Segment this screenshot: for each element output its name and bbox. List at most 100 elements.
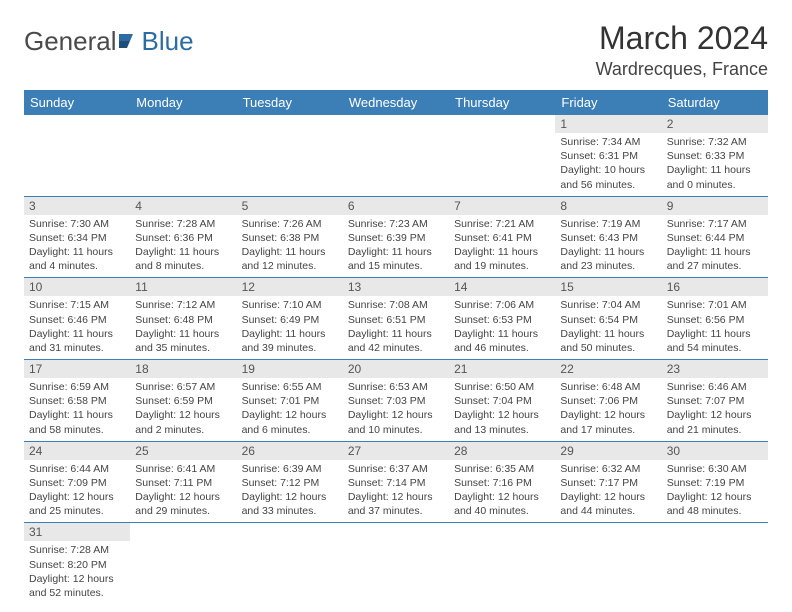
day-details: Sunrise: 6:35 AMSunset: 7:16 PMDaylight:… bbox=[449, 460, 555, 523]
day-number: 10 bbox=[24, 278, 130, 296]
calendar-cell bbox=[449, 115, 555, 196]
calendar-cell: 13Sunrise: 7:08 AMSunset: 6:51 PMDayligh… bbox=[343, 278, 449, 360]
day-number: 28 bbox=[449, 442, 555, 460]
calendar-row: 24Sunrise: 6:44 AMSunset: 7:09 PMDayligh… bbox=[24, 441, 768, 523]
col-wednesday: Wednesday bbox=[343, 90, 449, 115]
day-number: 7 bbox=[449, 197, 555, 215]
calendar-cell: 24Sunrise: 6:44 AMSunset: 7:09 PMDayligh… bbox=[24, 441, 130, 523]
day-details: Sunrise: 7:34 AMSunset: 6:31 PMDaylight:… bbox=[555, 133, 661, 196]
col-saturday: Saturday bbox=[662, 90, 768, 115]
day-number: 16 bbox=[662, 278, 768, 296]
day-number: 12 bbox=[237, 278, 343, 296]
calendar-cell: 16Sunrise: 7:01 AMSunset: 6:56 PMDayligh… bbox=[662, 278, 768, 360]
day-number: 22 bbox=[555, 360, 661, 378]
day-number: 8 bbox=[555, 197, 661, 215]
title-block: March 2024 Wardrecques, France bbox=[596, 20, 768, 80]
calendar-cell: 10Sunrise: 7:15 AMSunset: 6:46 PMDayligh… bbox=[24, 278, 130, 360]
day-details: Sunrise: 7:30 AMSunset: 6:34 PMDaylight:… bbox=[24, 215, 130, 278]
calendar-cell: 21Sunrise: 6:50 AMSunset: 7:04 PMDayligh… bbox=[449, 360, 555, 442]
day-details: Sunrise: 6:57 AMSunset: 6:59 PMDaylight:… bbox=[130, 378, 236, 441]
flag-icon bbox=[119, 26, 141, 57]
calendar-cell: 31Sunrise: 7:28 AMSunset: 8:20 PMDayligh… bbox=[24, 523, 130, 604]
calendar-cell: 23Sunrise: 6:46 AMSunset: 7:07 PMDayligh… bbox=[662, 360, 768, 442]
day-details: Sunrise: 6:46 AMSunset: 7:07 PMDaylight:… bbox=[662, 378, 768, 441]
day-details: Sunrise: 7:28 AMSunset: 6:36 PMDaylight:… bbox=[130, 215, 236, 278]
calendar-cell: 14Sunrise: 7:06 AMSunset: 6:53 PMDayligh… bbox=[449, 278, 555, 360]
day-number: 21 bbox=[449, 360, 555, 378]
day-number: 17 bbox=[24, 360, 130, 378]
calendar-row: 17Sunrise: 6:59 AMSunset: 6:58 PMDayligh… bbox=[24, 360, 768, 442]
day-details: Sunrise: 7:10 AMSunset: 6:49 PMDaylight:… bbox=[237, 296, 343, 359]
calendar-cell: 28Sunrise: 6:35 AMSunset: 7:16 PMDayligh… bbox=[449, 441, 555, 523]
day-details: Sunrise: 7:17 AMSunset: 6:44 PMDaylight:… bbox=[662, 215, 768, 278]
day-details: Sunrise: 6:39 AMSunset: 7:12 PMDaylight:… bbox=[237, 460, 343, 523]
day-details: Sunrise: 7:23 AMSunset: 6:39 PMDaylight:… bbox=[343, 215, 449, 278]
calendar-cell: 3Sunrise: 7:30 AMSunset: 6:34 PMDaylight… bbox=[24, 196, 130, 278]
day-number: 30 bbox=[662, 442, 768, 460]
calendar-row: 3Sunrise: 7:30 AMSunset: 6:34 PMDaylight… bbox=[24, 196, 768, 278]
location: Wardrecques, France bbox=[596, 59, 768, 80]
header-row: Sunday Monday Tuesday Wednesday Thursday… bbox=[24, 90, 768, 115]
day-number: 1 bbox=[555, 115, 661, 133]
calendar-cell: 18Sunrise: 6:57 AMSunset: 6:59 PMDayligh… bbox=[130, 360, 236, 442]
calendar-cell: 29Sunrise: 6:32 AMSunset: 7:17 PMDayligh… bbox=[555, 441, 661, 523]
calendar-cell bbox=[343, 115, 449, 196]
day-details: Sunrise: 6:44 AMSunset: 7:09 PMDaylight:… bbox=[24, 460, 130, 523]
day-number: 5 bbox=[237, 197, 343, 215]
calendar-cell bbox=[555, 523, 661, 604]
calendar-cell: 30Sunrise: 6:30 AMSunset: 7:19 PMDayligh… bbox=[662, 441, 768, 523]
calendar-cell: 19Sunrise: 6:55 AMSunset: 7:01 PMDayligh… bbox=[237, 360, 343, 442]
day-details: Sunrise: 6:55 AMSunset: 7:01 PMDaylight:… bbox=[237, 378, 343, 441]
calendar-cell: 6Sunrise: 7:23 AMSunset: 6:39 PMDaylight… bbox=[343, 196, 449, 278]
day-number: 9 bbox=[662, 197, 768, 215]
day-details: Sunrise: 7:21 AMSunset: 6:41 PMDaylight:… bbox=[449, 215, 555, 278]
calendar-cell: 22Sunrise: 6:48 AMSunset: 7:06 PMDayligh… bbox=[555, 360, 661, 442]
header: General Blue March 2024 Wardrecques, Fra… bbox=[24, 20, 768, 80]
day-number: 20 bbox=[343, 360, 449, 378]
logo: General Blue bbox=[24, 20, 194, 57]
col-monday: Monday bbox=[130, 90, 236, 115]
day-details: Sunrise: 6:41 AMSunset: 7:11 PMDaylight:… bbox=[130, 460, 236, 523]
calendar-cell bbox=[449, 523, 555, 604]
day-details: Sunrise: 6:30 AMSunset: 7:19 PMDaylight:… bbox=[662, 460, 768, 523]
calendar-table: Sunday Monday Tuesday Wednesday Thursday… bbox=[24, 90, 768, 604]
day-details: Sunrise: 7:04 AMSunset: 6:54 PMDaylight:… bbox=[555, 296, 661, 359]
calendar-cell: 2Sunrise: 7:32 AMSunset: 6:33 PMDaylight… bbox=[662, 115, 768, 196]
day-number: 11 bbox=[130, 278, 236, 296]
calendar-cell: 15Sunrise: 7:04 AMSunset: 6:54 PMDayligh… bbox=[555, 278, 661, 360]
col-tuesday: Tuesday bbox=[237, 90, 343, 115]
col-sunday: Sunday bbox=[24, 90, 130, 115]
day-details: Sunrise: 6:32 AMSunset: 7:17 PMDaylight:… bbox=[555, 460, 661, 523]
day-number: 18 bbox=[130, 360, 236, 378]
calendar-cell: 17Sunrise: 6:59 AMSunset: 6:58 PMDayligh… bbox=[24, 360, 130, 442]
day-details: Sunrise: 7:01 AMSunset: 6:56 PMDaylight:… bbox=[662, 296, 768, 359]
day-number: 6 bbox=[343, 197, 449, 215]
calendar-cell bbox=[130, 523, 236, 604]
day-details: Sunrise: 6:59 AMSunset: 6:58 PMDaylight:… bbox=[24, 378, 130, 441]
day-number: 29 bbox=[555, 442, 661, 460]
calendar-row: 1Sunrise: 7:34 AMSunset: 6:31 PMDaylight… bbox=[24, 115, 768, 196]
calendar-cell: 7Sunrise: 7:21 AMSunset: 6:41 PMDaylight… bbox=[449, 196, 555, 278]
day-details: Sunrise: 7:28 AMSunset: 8:20 PMDaylight:… bbox=[24, 541, 130, 604]
day-number: 14 bbox=[449, 278, 555, 296]
calendar-cell bbox=[24, 115, 130, 196]
calendar-cell bbox=[662, 523, 768, 604]
col-friday: Friday bbox=[555, 90, 661, 115]
month-title: March 2024 bbox=[596, 20, 768, 57]
day-details: Sunrise: 6:48 AMSunset: 7:06 PMDaylight:… bbox=[555, 378, 661, 441]
day-details: Sunrise: 7:32 AMSunset: 6:33 PMDaylight:… bbox=[662, 133, 768, 196]
logo-text-blue: Blue bbox=[142, 26, 194, 57]
day-details: Sunrise: 7:06 AMSunset: 6:53 PMDaylight:… bbox=[449, 296, 555, 359]
calendar-cell: 4Sunrise: 7:28 AMSunset: 6:36 PMDaylight… bbox=[130, 196, 236, 278]
calendar-cell: 5Sunrise: 7:26 AMSunset: 6:38 PMDaylight… bbox=[237, 196, 343, 278]
day-details: Sunrise: 6:37 AMSunset: 7:14 PMDaylight:… bbox=[343, 460, 449, 523]
day-details: Sunrise: 6:50 AMSunset: 7:04 PMDaylight:… bbox=[449, 378, 555, 441]
calendar-cell: 1Sunrise: 7:34 AMSunset: 6:31 PMDaylight… bbox=[555, 115, 661, 196]
calendar-cell: 12Sunrise: 7:10 AMSunset: 6:49 PMDayligh… bbox=[237, 278, 343, 360]
day-number: 25 bbox=[130, 442, 236, 460]
day-number: 26 bbox=[237, 442, 343, 460]
day-details: Sunrise: 7:08 AMSunset: 6:51 PMDaylight:… bbox=[343, 296, 449, 359]
day-details: Sunrise: 6:53 AMSunset: 7:03 PMDaylight:… bbox=[343, 378, 449, 441]
day-details: Sunrise: 7:26 AMSunset: 6:38 PMDaylight:… bbox=[237, 215, 343, 278]
day-number: 15 bbox=[555, 278, 661, 296]
